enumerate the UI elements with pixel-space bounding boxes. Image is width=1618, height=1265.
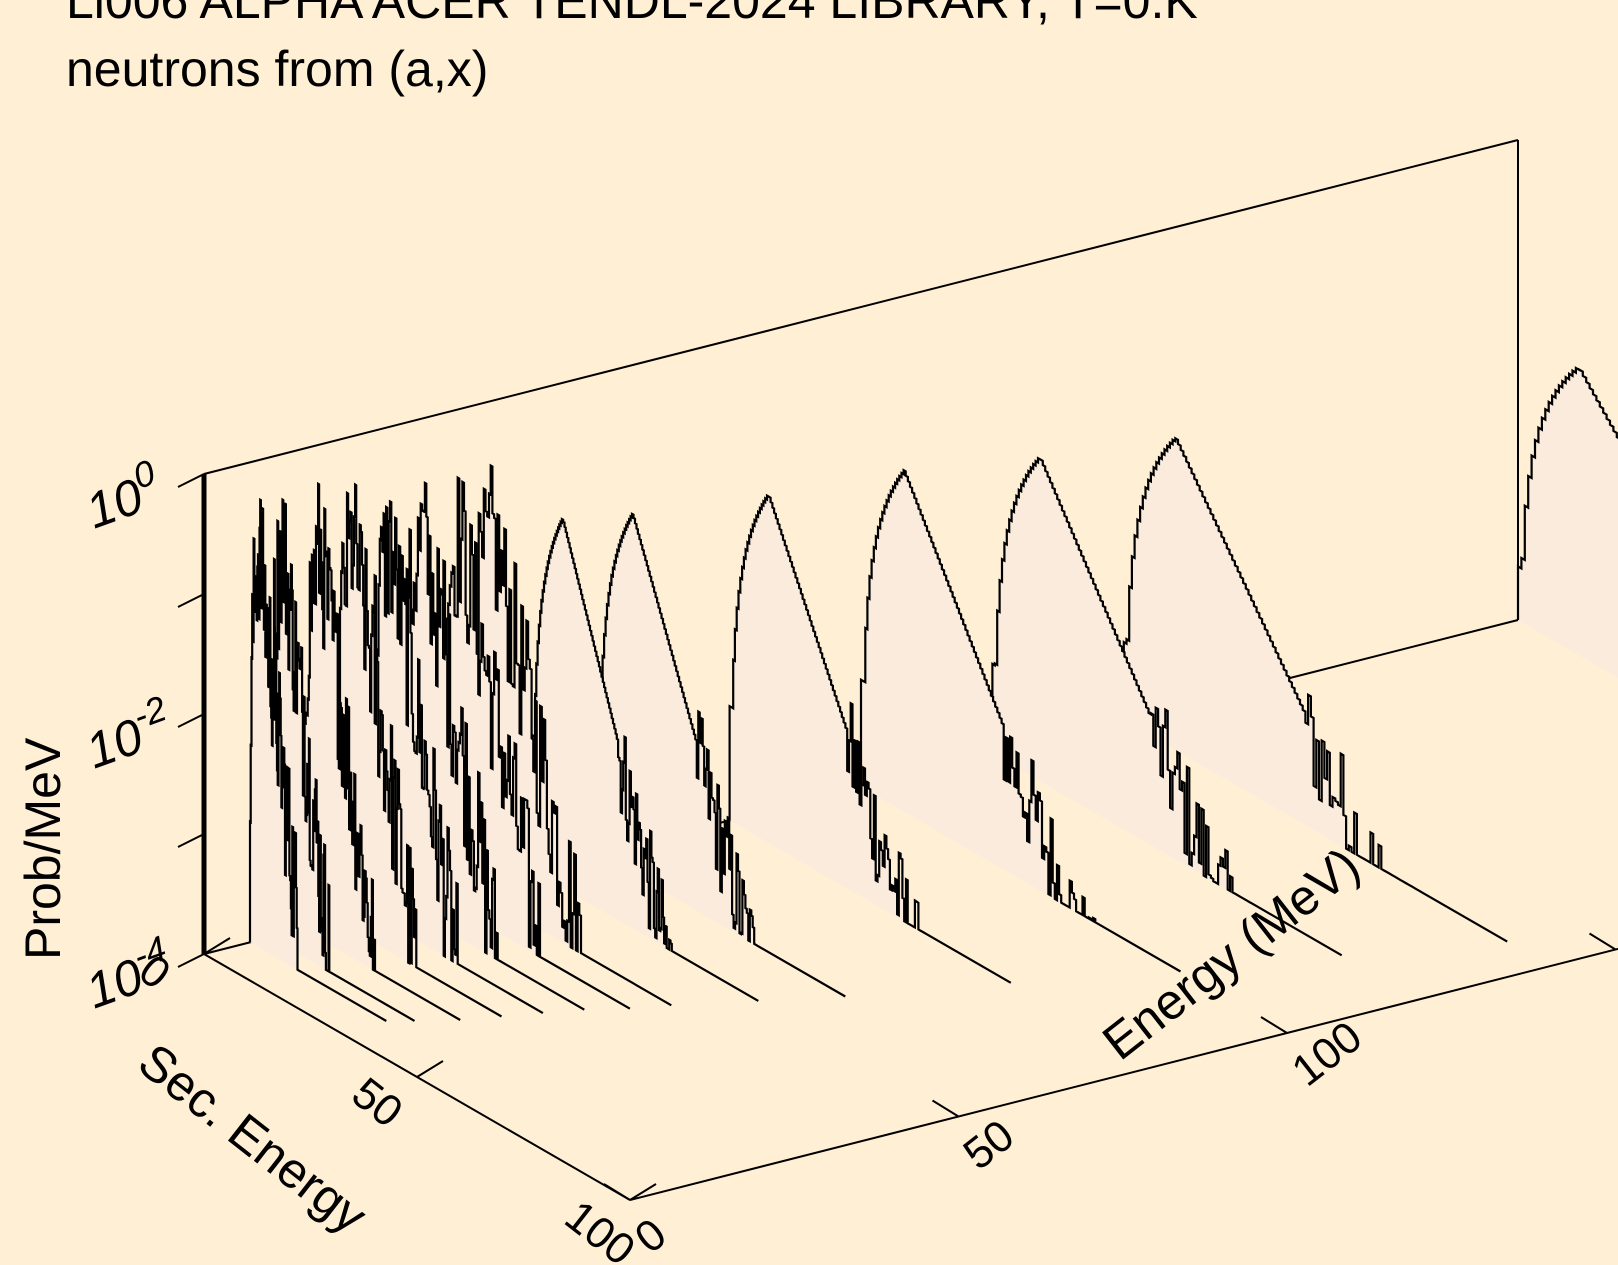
z-tick-label: 10-2 <box>75 687 180 779</box>
z-axis-label: Prob/MeV <box>15 737 71 960</box>
spectrum-E120 <box>991 456 1343 957</box>
spectrum-E7 <box>248 497 387 1022</box>
spectrum-E140 <box>1122 436 1508 943</box>
z-tick-label: 100 <box>75 451 169 539</box>
spectrum-E15 <box>301 481 461 1021</box>
y-tick-label: 100 <box>556 1191 644 1265</box>
spectrum-E100 <box>859 468 1182 973</box>
y-axis-label: Sec. Energy <box>128 1033 377 1245</box>
x-tick-mark <box>931 1099 960 1118</box>
x-tick-mark <box>603 1183 631 1201</box>
z-tick-mark <box>177 713 205 728</box>
spectrum-E10 <box>268 497 416 1022</box>
x-tick-label: 50 <box>954 1111 1023 1180</box>
spectrum-E80 <box>728 493 1012 984</box>
spectrum-E20 <box>334 482 503 1018</box>
chart-title-line-2: neutrons from (a,x) <box>66 41 488 97</box>
y-tick-mark <box>629 1183 657 1201</box>
z-tick-mark <box>177 593 205 608</box>
z-tick-mark <box>177 833 205 848</box>
spectrum-E50 <box>531 517 759 1002</box>
y-tick-mark <box>416 1060 444 1078</box>
z-tick-mark <box>177 473 205 488</box>
x-tick-mark <box>1588 932 1617 951</box>
x-tick-label: 100 <box>1283 1012 1371 1096</box>
spectrum-E200 <box>1516 366 1618 678</box>
y-tick-mark <box>203 937 231 955</box>
z-tick-mark <box>177 953 205 968</box>
y-tick-label: 50 <box>343 1068 412 1137</box>
box-top-edge <box>203 139 1519 475</box>
spectra-group <box>248 366 1618 1022</box>
x-tick-mark <box>1260 1016 1288 1034</box>
x-tick-label: 150 <box>1611 929 1618 1013</box>
chart-title-line-1: Li006 ALPHA ACER TENDL-2024 LIBRARY, T=0… <box>66 0 1198 29</box>
